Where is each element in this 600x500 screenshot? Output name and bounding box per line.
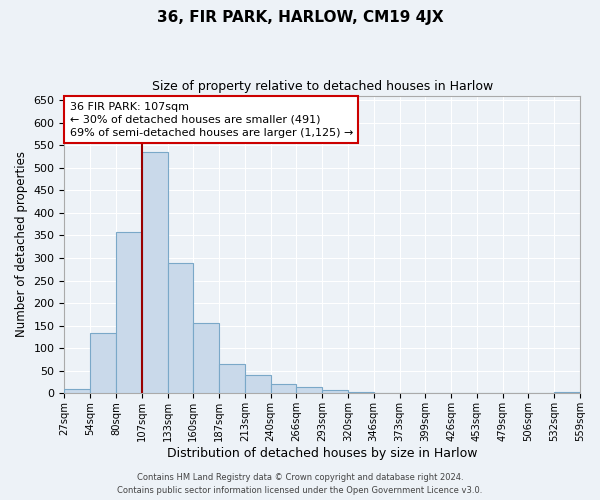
Title: Size of property relative to detached houses in Harlow: Size of property relative to detached ho… xyxy=(152,80,493,93)
Bar xyxy=(64,389,90,394)
Y-axis label: Number of detached properties: Number of detached properties xyxy=(15,152,28,338)
Text: 36, FIR PARK, HARLOW, CM19 4JX: 36, FIR PARK, HARLOW, CM19 4JX xyxy=(157,10,443,25)
Bar xyxy=(271,384,296,394)
Text: 36 FIR PARK: 107sqm
← 30% of detached houses are smaller (491)
69% of semi-detac: 36 FIR PARK: 107sqm ← 30% of detached ho… xyxy=(70,102,353,138)
Bar xyxy=(90,334,116,394)
Bar xyxy=(348,392,374,394)
Bar xyxy=(142,152,167,394)
Bar xyxy=(167,262,193,394)
Bar xyxy=(374,392,400,394)
Text: Contains HM Land Registry data © Crown copyright and database right 2024.
Contai: Contains HM Land Registry data © Crown c… xyxy=(118,474,482,495)
Bar xyxy=(296,386,322,394)
Bar xyxy=(554,392,580,394)
Bar xyxy=(219,364,245,394)
Bar xyxy=(245,376,271,394)
Bar xyxy=(193,322,219,394)
X-axis label: Distribution of detached houses by size in Harlow: Distribution of detached houses by size … xyxy=(167,447,478,460)
Bar xyxy=(116,232,142,394)
Bar xyxy=(322,390,348,394)
